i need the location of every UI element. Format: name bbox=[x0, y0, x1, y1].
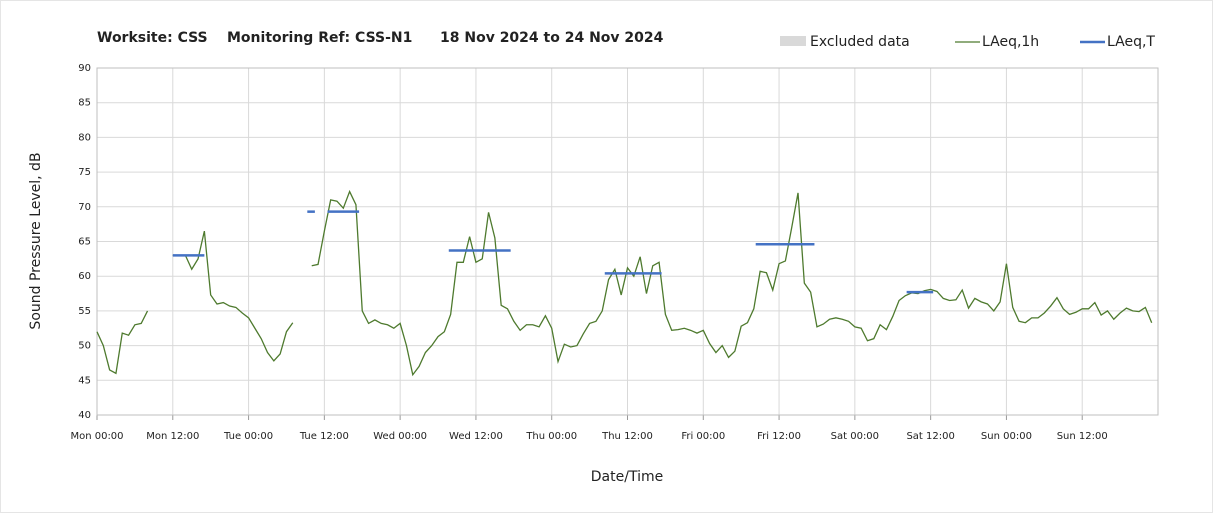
y-tick-label: 55 bbox=[78, 306, 91, 317]
x-tick-label: Mon 00:00 bbox=[70, 431, 123, 442]
x-tick-label: Tue 00:00 bbox=[223, 431, 273, 442]
y-axis-label: Sound Pressure Level, dB bbox=[28, 152, 44, 329]
data-line bbox=[311, 189, 1153, 377]
x-tick-label: Wed 00:00 bbox=[373, 431, 427, 442]
y-tick-label: 40 bbox=[78, 410, 91, 421]
x-tick-label: Thu 12:00 bbox=[601, 431, 653, 442]
y-tick-label: 65 bbox=[78, 237, 91, 248]
x-tick-label: Sun 00:00 bbox=[981, 431, 1032, 442]
x-tick-label: Fri 00:00 bbox=[681, 431, 725, 442]
y-tick-label: 45 bbox=[78, 375, 91, 386]
y-tick-label: 70 bbox=[78, 202, 91, 213]
x-axis-label: Date/Time bbox=[591, 469, 663, 485]
x-tick-label: Sun 12:00 bbox=[1057, 431, 1108, 442]
y-tick-label: 80 bbox=[78, 132, 91, 143]
plot-border bbox=[96, 67, 1159, 416]
x-tick-label: Sat 12:00 bbox=[906, 431, 954, 442]
x-tick-label: Sat 00:00 bbox=[831, 431, 879, 442]
y-tick-label: 90 bbox=[78, 63, 91, 74]
x-tick-label: Thu 00:00 bbox=[525, 431, 577, 442]
x-tick-label: Tue 12:00 bbox=[299, 431, 349, 442]
y-tick-label: 75 bbox=[78, 167, 91, 178]
y-tick-label: 85 bbox=[78, 98, 91, 109]
data-line bbox=[172, 230, 294, 362]
x-tick-label: Mon 12:00 bbox=[146, 431, 199, 442]
y-tick-label: 50 bbox=[78, 341, 91, 352]
x-tick-label: Wed 12:00 bbox=[449, 431, 503, 442]
chart-title: Worksite: CSS bbox=[97, 30, 208, 46]
legend-label: LAeq,1h bbox=[982, 34, 1039, 50]
y-tick-label: 60 bbox=[78, 271, 91, 282]
legend-swatch bbox=[780, 36, 806, 46]
chart-title: Monitoring Ref: CSS-N1 bbox=[227, 30, 412, 46]
data-line bbox=[96, 310, 149, 375]
x-tick-label: Fri 12:00 bbox=[757, 431, 801, 442]
chart-title: 18 Nov 2024 to 24 Nov 2024 bbox=[440, 30, 664, 46]
legend-label: Excluded data bbox=[810, 34, 910, 50]
legend-label: LAeq,T bbox=[1107, 34, 1155, 50]
